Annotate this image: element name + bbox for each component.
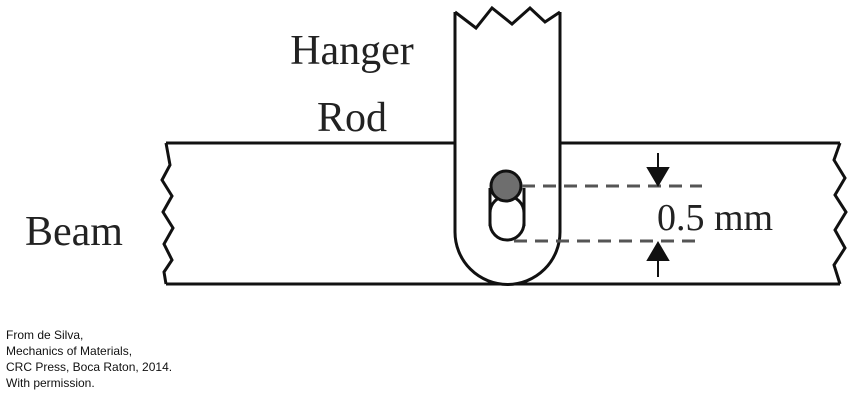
arrow-bottom-head: [646, 241, 670, 261]
credit-line: CRC Press, Boca Raton, 2014.: [6, 360, 173, 374]
dimension-label: 0.5 mm: [657, 197, 773, 239]
beam-right-break: [832, 142, 848, 285]
beam-label: Beam: [25, 209, 123, 255]
dimension-arrows: [646, 153, 670, 277]
dimension-reference-lines: [514, 184, 702, 243]
hanger-rod-outline: [453, 12, 562, 286]
pin-slot: [488, 194, 526, 242]
credit-line: Mechanics of Materials,: [6, 344, 133, 358]
credit-line: From de Silva,: [6, 328, 84, 342]
image-credit: From de Silva, Mechanics of Materials, C…: [6, 327, 172, 391]
beam-left-break: [160, 142, 175, 285]
arrow-top-head: [646, 167, 670, 187]
credit-line: With permission.: [6, 376, 95, 390]
hanger-rod-label-line2: Rod: [317, 95, 387, 141]
pin-upper: [489, 169, 523, 203]
hanger-rod-label-line1: Hanger: [290, 28, 414, 74]
hanger-rod: [453, 5, 562, 286]
hanger-rod-break: [454, 5, 561, 31]
